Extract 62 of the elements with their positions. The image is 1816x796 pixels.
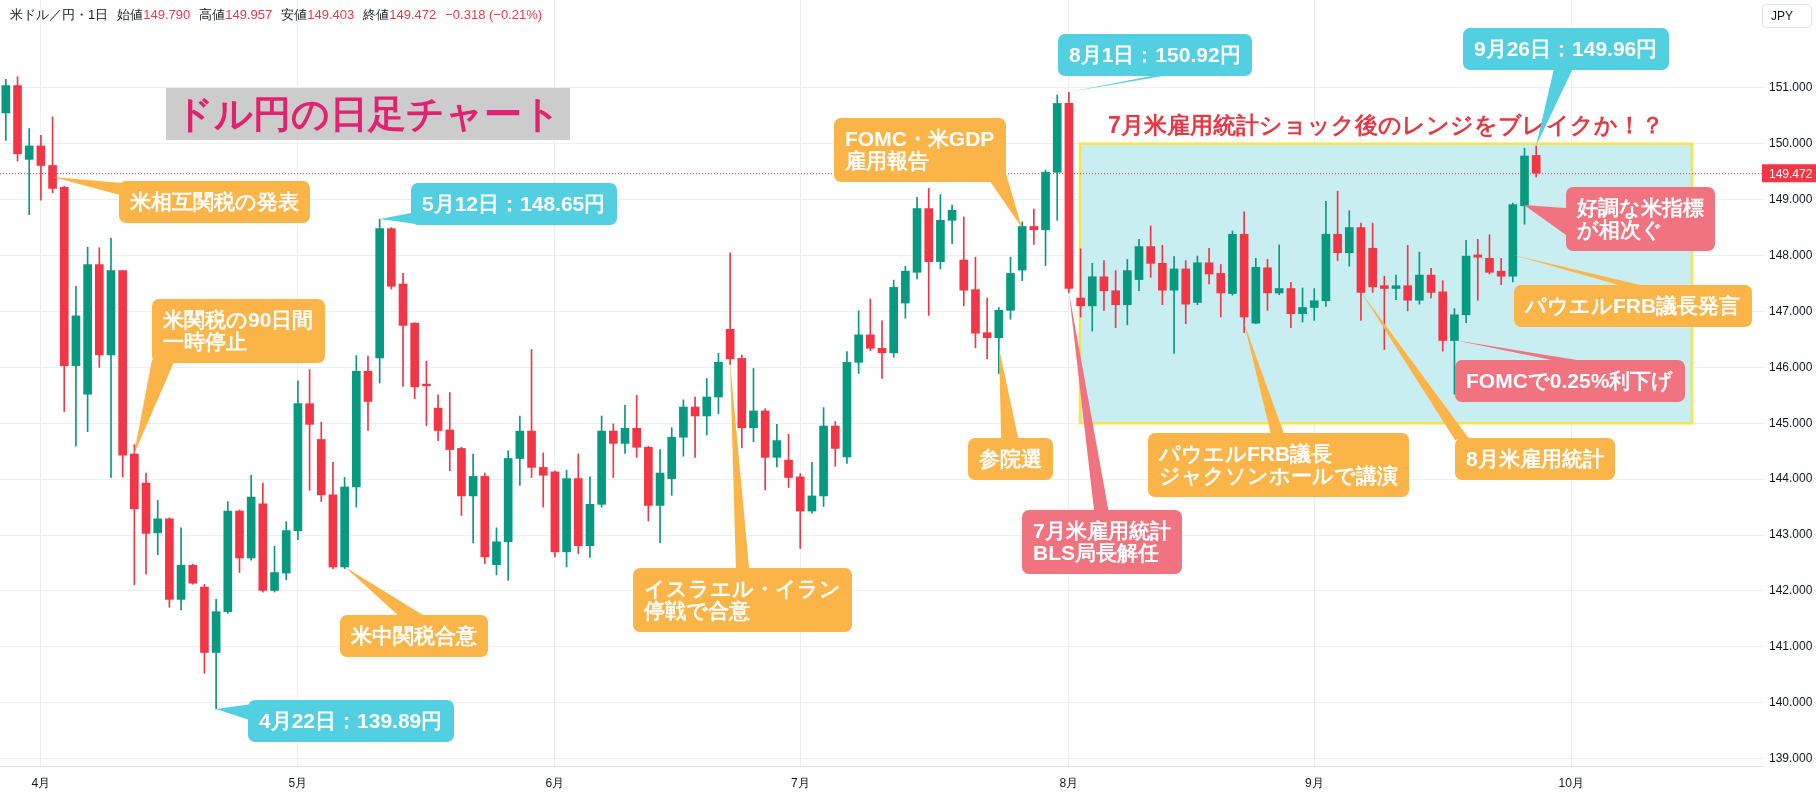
candlestick: [445, 392, 455, 472]
annotation: 高値149.957: [199, 7, 273, 22]
ref-line-label: 149.472: [1769, 166, 1813, 181]
annotation: 安値149.403: [281, 7, 355, 22]
candlestick: [877, 320, 887, 379]
annotation: 米関税の90日間一時停止: [163, 308, 314, 353]
candlestick: [1473, 238, 1483, 301]
annotation: −0.318 (−0.21%): [445, 7, 543, 22]
annotation: 8月1日：150.92円: [1069, 43, 1241, 66]
candlestick: [982, 297, 992, 360]
y-tick-label: 143.000: [1769, 527, 1813, 542]
annotation: FOMCで0.25%利下げ: [1466, 369, 1674, 392]
candlestick: [1496, 257, 1506, 285]
candlestick: [1391, 274, 1401, 301]
annotation: イスラエル・イラン停戦で合意: [644, 577, 841, 622]
y-tick-label: 140.000: [1769, 695, 1813, 710]
x-tick-label: 7月: [790, 775, 810, 790]
annotation: 8月米雇用統計: [1466, 447, 1604, 470]
annotation: 好調な米指標が相次ぐ: [1577, 196, 1704, 241]
candlestick: [1403, 245, 1413, 312]
text: ドル円の日足チャート: [166, 88, 570, 140]
annotation: 米相互関税の発表: [130, 190, 299, 213]
y-tick-label: 142.000: [1769, 583, 1813, 598]
candlestick: [24, 128, 34, 216]
annotation: パウエルFRB議長発言: [1525, 294, 1741, 317]
y-tick-label: 146.000: [1769, 359, 1813, 374]
annotation: 7月米雇用統計BLS局長解任: [1033, 519, 1171, 564]
y-tick-label: 145.000: [1769, 415, 1813, 430]
candlestick: [1029, 208, 1039, 245]
annotation: 9月26日：149.96円: [1474, 37, 1658, 60]
y-tick-label: 147.000: [1769, 303, 1813, 318]
x-tick-label: 6月: [545, 775, 565, 790]
y-tick-label: 149.000: [1769, 191, 1813, 206]
candlestick: [468, 453, 478, 544]
y-tick-label: 139.000: [1769, 751, 1813, 766]
y-tick-label: 150.000: [1769, 136, 1813, 151]
annotation: パウエルFRB議長ジャクソンホールで講演: [1159, 442, 1398, 487]
x-tick-label: 5月: [288, 775, 308, 790]
annotation: 参院選: [979, 447, 1042, 470]
y-axis-title: JPY: [1762, 4, 1812, 28]
candlestick: [1169, 256, 1179, 354]
annotation: FOMC・米GDP雇用報告: [845, 127, 995, 172]
y-tick-label: 148.000: [1769, 247, 1813, 262]
candlestick: [538, 452, 548, 508]
candlestick: [1309, 288, 1319, 321]
text: 米ドル／円・1日: [10, 7, 109, 22]
annotation: 4月22日：139.89円: [259, 709, 443, 732]
annotation: 5月12日：148.65円: [422, 192, 606, 215]
band-label: 7月米雇用統計ショック後のレンジをブレイクか！？: [1108, 111, 1664, 138]
x-tick-label: 8月: [1059, 775, 1079, 790]
y-tick-label: 141.000: [1769, 639, 1813, 654]
candlestick: [608, 423, 618, 478]
annotation: 始値149.790: [117, 7, 191, 22]
candlestick: [1274, 244, 1284, 295]
candlestick: [153, 500, 163, 555]
x-tick-label: 10月: [1558, 775, 1584, 790]
y-tick-label: 144.000: [1769, 471, 1813, 486]
y-tick-label: 151.000: [1769, 80, 1813, 95]
annotation: 終値149.472: [363, 7, 437, 22]
x-tick-label: 9月: [1304, 775, 1324, 790]
annotation: 米中関税合意: [351, 624, 477, 647]
x-tick-label: 4月: [31, 775, 51, 790]
